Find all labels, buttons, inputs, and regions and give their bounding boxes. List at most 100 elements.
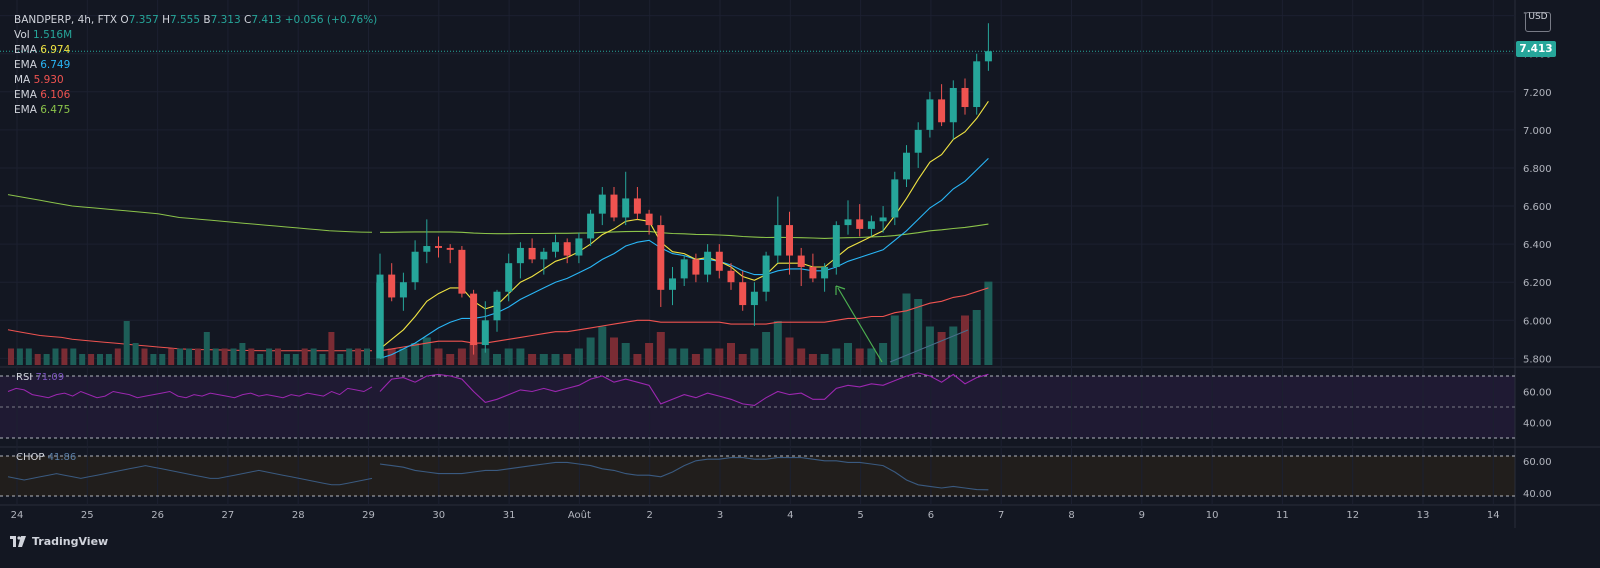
volume-bar xyxy=(855,348,864,365)
footer-brand[interactable]: TradingView xyxy=(10,535,108,548)
time-label: 6 xyxy=(928,510,934,521)
volume-bar xyxy=(422,337,431,365)
candle-body xyxy=(423,246,431,252)
annotation-arrow xyxy=(837,287,883,363)
chop-value: 41.86 xyxy=(47,452,77,463)
rsi-axis-label: 40.00 xyxy=(1523,419,1552,430)
ma-line xyxy=(379,287,989,352)
price-label: 6.600 xyxy=(1523,202,1552,213)
indicator-row[interactable]: MA 5.930 xyxy=(14,73,377,88)
indicator-row[interactable]: EMA 6.106 xyxy=(14,88,377,103)
volume-bar xyxy=(633,354,642,365)
candle-body xyxy=(750,291,758,306)
volume-bar xyxy=(364,348,370,365)
time-label: 8 xyxy=(1068,510,1074,521)
volume-bar xyxy=(411,343,420,365)
volume-bar xyxy=(785,337,794,365)
candle-body xyxy=(844,219,852,226)
indicator-row[interactable]: Vol 1.516M xyxy=(14,28,377,43)
candle-body xyxy=(797,255,805,267)
candle-body xyxy=(493,291,501,321)
ohlc-values: O7.357 H7.555 B7.313 C7.413 xyxy=(120,14,284,26)
last-price-value: 7.413 xyxy=(1519,43,1553,55)
candle-body xyxy=(879,217,887,222)
chop-band xyxy=(0,456,1515,496)
volume-bar xyxy=(797,348,806,365)
volume-bar xyxy=(457,348,466,365)
volume-bar xyxy=(61,348,68,365)
candle-body xyxy=(388,274,396,298)
volume-bar xyxy=(738,354,747,365)
rsi-label[interactable]: RSI 71.09 xyxy=(16,372,64,383)
volume-bar xyxy=(283,354,290,365)
candle-body xyxy=(692,259,700,275)
indicator-row[interactable]: EMA 6.974 xyxy=(14,43,377,58)
indicator-label: MA xyxy=(14,74,34,86)
candle-body xyxy=(598,194,606,214)
candle-body xyxy=(786,225,793,256)
volume-bar xyxy=(8,348,14,365)
volume-bar xyxy=(292,354,299,365)
indicator-label: EMA xyxy=(14,59,41,71)
currency-badge[interactable]: USD xyxy=(1525,12,1551,32)
candle-body xyxy=(622,198,630,218)
price-label: 6.800 xyxy=(1523,164,1552,175)
volume-bar xyxy=(337,354,344,365)
candle-body xyxy=(669,278,676,290)
candle-body xyxy=(399,282,407,298)
volume-bar xyxy=(715,348,724,365)
indicator-row[interactable]: EMA 6.749 xyxy=(14,58,377,73)
candle-body xyxy=(926,99,934,130)
volume-bar xyxy=(844,343,852,365)
candle-body xyxy=(704,251,712,275)
volume-bar xyxy=(984,281,993,365)
candle-body xyxy=(516,247,524,264)
volume-bar xyxy=(319,354,326,365)
volume-bar xyxy=(610,337,618,365)
chart-legend: BANDPERP, 4h, FTX O7.357 H7.555 B7.313 C… xyxy=(14,13,377,118)
candle-body xyxy=(938,99,946,123)
time-label: 9 xyxy=(1139,510,1145,521)
volume-bar xyxy=(539,354,548,365)
price-label: 5.800 xyxy=(1523,354,1552,365)
price-label: 6.400 xyxy=(1523,240,1552,251)
chop-title: CHOP xyxy=(16,452,45,463)
indicator-value: 1.516M xyxy=(33,29,73,41)
candle-body xyxy=(809,266,817,279)
time-label: 5 xyxy=(857,510,863,521)
volume-bar xyxy=(890,315,899,365)
time-label: 30 xyxy=(432,510,445,521)
volume-bar xyxy=(257,354,264,365)
candle-body xyxy=(435,246,442,248)
symbol-title[interactable]: BANDPERP, 4h, FTX xyxy=(14,14,118,26)
volume-bar xyxy=(820,354,829,365)
volume-bars xyxy=(376,281,993,365)
volume-bar xyxy=(750,348,759,365)
volume-bar xyxy=(230,348,237,365)
candle-body xyxy=(891,179,899,218)
volume-bar xyxy=(212,348,219,365)
candle-body xyxy=(739,282,747,306)
chop-label[interactable]: CHOP 41.86 xyxy=(16,452,76,463)
indicator-row[interactable]: EMA 6.475 xyxy=(14,103,377,118)
time-label: 12 xyxy=(1346,510,1359,521)
time-label: 3 xyxy=(717,510,723,521)
indicator-value: 6.475 xyxy=(40,104,71,116)
candle-body xyxy=(575,238,583,256)
currency-label: USD xyxy=(1528,12,1548,22)
volume-history xyxy=(8,321,370,365)
change-value: +0.056 (+0.76%) xyxy=(284,14,378,26)
volume-bar xyxy=(645,343,654,365)
volume-bar xyxy=(832,348,841,365)
time-label: 11 xyxy=(1276,510,1289,521)
candle-body xyxy=(552,242,559,252)
candle-body xyxy=(563,242,571,256)
volume-bar xyxy=(266,348,273,365)
ohlc-value-o: 7.357 xyxy=(128,14,159,26)
volume-bar xyxy=(574,348,583,365)
candle-body xyxy=(505,263,513,292)
indicator-label: Vol xyxy=(14,29,34,41)
candle-body xyxy=(680,259,688,279)
rsi-value: 71.09 xyxy=(35,372,65,383)
